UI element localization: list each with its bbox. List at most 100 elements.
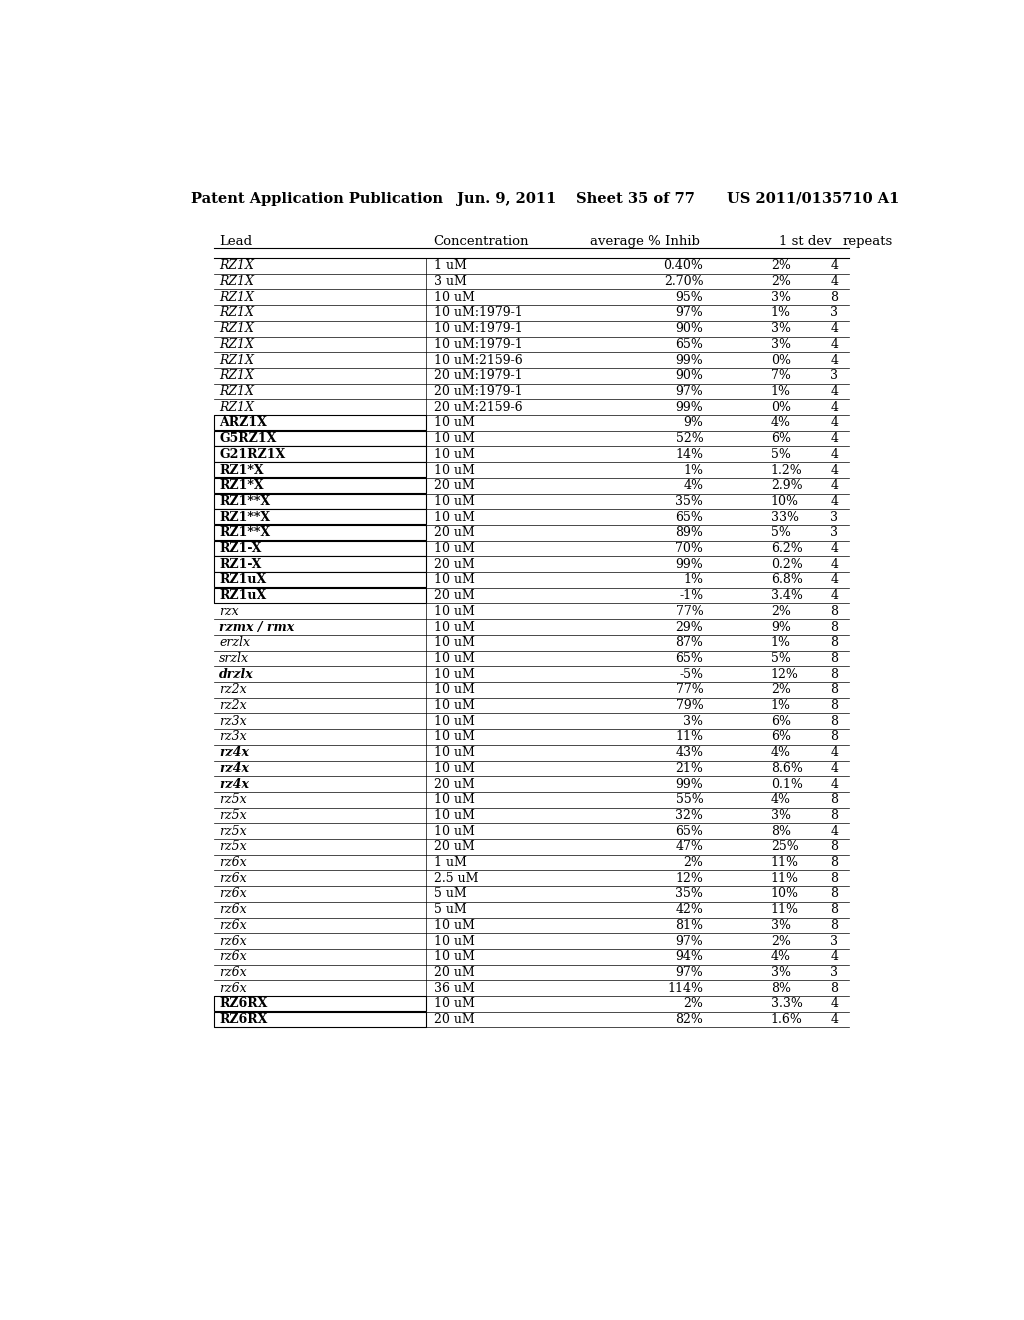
Text: RZ6RX: RZ6RX [219,1014,267,1026]
Text: 33%: 33% [771,511,799,524]
Text: 8: 8 [830,857,839,869]
Text: 77%: 77% [676,605,703,618]
Text: 20 uM: 20 uM [433,479,474,492]
Text: rz2x: rz2x [219,684,247,697]
Text: 1.6%: 1.6% [771,1014,803,1026]
Text: 11%: 11% [771,871,799,884]
Text: 4: 4 [830,322,839,335]
Text: 99%: 99% [676,354,703,367]
Text: 4: 4 [830,777,839,791]
Text: 10 uM: 10 uM [433,919,474,932]
Text: 3: 3 [830,527,839,540]
Text: 8: 8 [830,887,839,900]
Text: 0.40%: 0.40% [664,259,703,272]
Text: G5RZ1X: G5RZ1X [219,432,276,445]
Text: 12%: 12% [771,668,799,681]
Text: rz6x: rz6x [219,982,247,995]
Text: 10 uM: 10 uM [433,432,474,445]
Bar [214,462,426,478]
Text: RZ1X: RZ1X [219,275,254,288]
Text: 4: 4 [830,495,839,508]
Text: 2%: 2% [771,275,791,288]
Text: 10 uM: 10 uM [433,605,474,618]
Text: rz6x: rz6x [219,966,247,979]
Text: 8.6%: 8.6% [771,762,803,775]
Text: 35%: 35% [676,495,703,508]
Text: 5%: 5% [771,527,791,540]
Text: rz6x: rz6x [219,903,247,916]
Text: 1%: 1% [771,700,791,711]
Bar [214,446,426,462]
Text: 10 uM: 10 uM [433,809,474,822]
Text: rzmx / rmx: rzmx / rmx [219,620,295,634]
Text: 47%: 47% [676,841,703,854]
Text: rz4x: rz4x [219,762,249,775]
Text: 10 uM:2159-6: 10 uM:2159-6 [433,354,522,367]
Text: 3: 3 [830,935,839,948]
Text: RZ1X: RZ1X [219,306,254,319]
Text: 1%: 1% [683,463,703,477]
Bar [214,494,426,508]
Text: 8: 8 [830,620,839,634]
Text: 10 uM: 10 uM [433,290,474,304]
Text: 10 uM: 10 uM [433,730,474,743]
Text: 4: 4 [830,479,839,492]
Text: RZ1uX: RZ1uX [219,589,266,602]
Text: 4: 4 [830,275,839,288]
Bar [214,430,426,446]
Text: rzx: rzx [219,605,239,618]
Text: 94%: 94% [676,950,703,964]
Text: rz5x: rz5x [219,841,247,854]
Text: 4: 4 [830,558,839,570]
Bar [214,541,426,556]
Text: rz6x: rz6x [219,887,247,900]
Text: 4: 4 [830,573,839,586]
Text: 95%: 95% [676,290,703,304]
Text: 0%: 0% [771,354,791,367]
Text: 10 uM: 10 uM [433,935,474,948]
Text: Sheet 35 of 77: Sheet 35 of 77 [577,191,695,206]
Text: 1%: 1% [771,306,791,319]
Text: 0%: 0% [771,401,791,413]
Text: 1 uM: 1 uM [433,857,466,869]
Text: 2%: 2% [683,998,703,1010]
Text: 6%: 6% [771,730,791,743]
Text: 8%: 8% [771,982,791,995]
Text: 42%: 42% [676,903,703,916]
Text: 4: 4 [830,825,839,838]
Text: 8: 8 [830,700,839,711]
Text: 3.3%: 3.3% [771,998,803,1010]
Text: 3.4%: 3.4% [771,589,803,602]
Text: 10 uM:1979-1: 10 uM:1979-1 [433,338,522,351]
Text: 0.1%: 0.1% [771,777,803,791]
Text: 1%: 1% [771,385,791,399]
Text: 20 uM: 20 uM [433,1014,474,1026]
Text: 10 uM: 10 uM [433,700,474,711]
Text: RZ1X: RZ1X [219,370,254,383]
Text: 99%: 99% [676,558,703,570]
Text: 2%: 2% [683,857,703,869]
Text: 3%: 3% [771,290,791,304]
Text: srzlx: srzlx [219,652,249,665]
Text: 8%: 8% [771,825,791,838]
Text: erzlx: erzlx [219,636,250,649]
Text: rz3x: rz3x [219,730,247,743]
Text: 7%: 7% [771,370,791,383]
Text: 4%: 4% [683,479,703,492]
Text: 70%: 70% [676,543,703,554]
Bar [214,414,426,430]
Text: 3: 3 [830,511,839,524]
Bar [214,572,426,587]
Text: 82%: 82% [676,1014,703,1026]
Text: 8: 8 [830,841,839,854]
Text: 97%: 97% [676,935,703,948]
Text: 20 uM:2159-6: 20 uM:2159-6 [433,401,522,413]
Text: RZ1*X: RZ1*X [219,463,264,477]
Text: 65%: 65% [676,825,703,838]
Text: 8: 8 [830,730,839,743]
Text: 8: 8 [830,919,839,932]
Text: 8: 8 [830,668,839,681]
Text: 4: 4 [830,416,839,429]
Text: RZ1**X: RZ1**X [219,495,270,508]
Text: 52%: 52% [676,432,703,445]
